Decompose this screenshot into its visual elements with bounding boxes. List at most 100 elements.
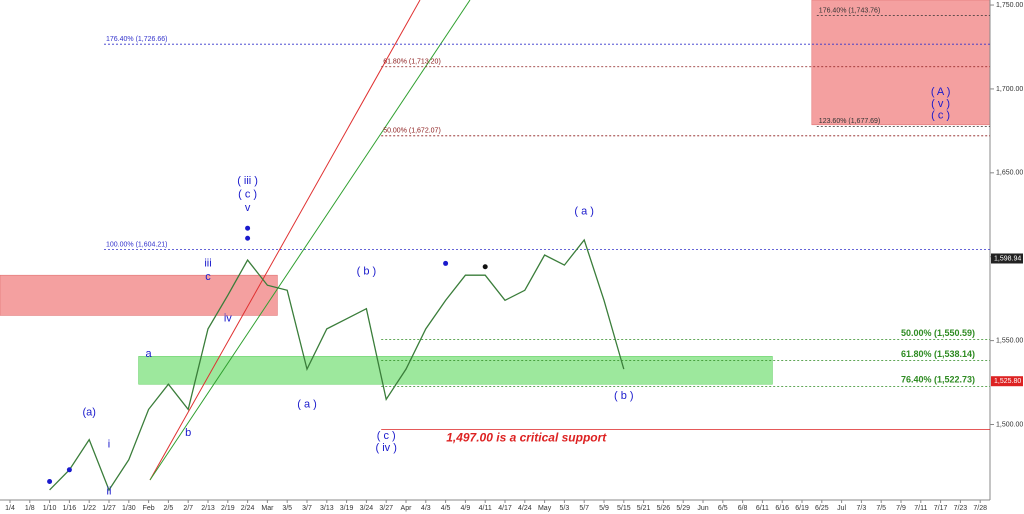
wave-label: (a) [82, 407, 95, 419]
wave-label: ( v ) [931, 98, 950, 110]
x-tick-label: 7/11 [914, 505, 927, 512]
level-label: 176.40% (1,743.76) [819, 7, 881, 14]
x-tick-label: 4/3 [421, 505, 431, 512]
price-tag-label: 1,525.80 [994, 378, 1021, 385]
zone [811, 0, 991, 126]
wave-label: ii [107, 486, 112, 498]
y-tick-label: 1,700.00 [996, 86, 1023, 93]
x-tick-label: 7/23 [954, 505, 968, 512]
x-tick-label: 1/27 [102, 505, 116, 512]
x-tick-label: 7/5 [876, 505, 886, 512]
wave-dot [66, 467, 72, 473]
x-tick-label: 2/19 [221, 505, 235, 512]
x-tick-label: Apr [401, 505, 413, 512]
wave-label: c [205, 271, 211, 283]
zone [0, 274, 278, 316]
x-tick-label: 5/21 [637, 505, 651, 512]
x-tick-label: 5/15 [617, 505, 631, 512]
wave-label: ( b ) [357, 266, 377, 278]
wave-label: ( c ) [238, 189, 257, 201]
x-tick-label: 1/16 [63, 505, 77, 512]
x-tick-label: 1/10 [43, 505, 57, 512]
wave-label: ( b ) [614, 390, 634, 402]
x-tick-label: 7/9 [896, 505, 906, 512]
x-tick-label: 3/19 [340, 505, 354, 512]
x-tick-label: 3/13 [320, 505, 334, 512]
wave-dot [245, 235, 251, 241]
level-label: 61.80% (1,538.14) [901, 349, 975, 359]
wave-label: i [108, 439, 110, 451]
x-tick-label: 1/22 [82, 505, 96, 512]
wave-label: b [185, 427, 191, 439]
wave-label: v [245, 202, 251, 214]
wave-label: ( a ) [574, 205, 594, 217]
x-tick-label: 6/8 [738, 505, 748, 512]
x-tick-label: Jul [837, 505, 846, 512]
wave-label: ( a ) [297, 398, 317, 410]
wave-dot [47, 479, 53, 485]
x-tick-label: 7/17 [934, 505, 948, 512]
x-tick-label: Mar [261, 505, 274, 512]
x-tick-label: 2/24 [241, 505, 255, 512]
x-tick-label: 1/8 [25, 505, 35, 512]
x-tick-label: 2/13 [201, 505, 215, 512]
zones [0, 0, 991, 385]
price-tag [991, 253, 1023, 264]
wave-dot [443, 260, 449, 266]
x-tick-label: 4/17 [498, 505, 512, 512]
trend-line [149, 0, 471, 481]
x-tick-label: 5/7 [579, 505, 589, 512]
x-tick-label: 1/30 [122, 505, 136, 512]
wave-label: a [146, 348, 153, 360]
price-tag [991, 376, 1023, 387]
x-tick-label: 4/11 [479, 505, 492, 512]
x-tick-label: 5/9 [599, 505, 609, 512]
level-label: 76.40% (1,522.73) [901, 375, 975, 385]
x-tick-label: 4/9 [461, 505, 471, 512]
level-label: 1,497.00 is a critical support [446, 431, 607, 445]
wave-label: ( c ) [377, 430, 396, 442]
y-tick-label: 1,650.00 [996, 170, 1023, 177]
x-tick-label: 3/27 [379, 505, 393, 512]
wave-label: ( iv ) [376, 442, 397, 454]
level-label: 100.00% (1,604.21) [106, 241, 168, 248]
y-tick-label: 1,500.00 [996, 421, 1023, 428]
x-tick-label: 6/19 [795, 505, 809, 512]
x-tick-label: Jun [697, 505, 708, 512]
x-tick-label: 3/7 [302, 505, 312, 512]
x-tick-label: 4/24 [518, 505, 532, 512]
wave-dot [245, 225, 251, 231]
x-tick-label: 5/3 [560, 505, 570, 512]
x-tick-label: 6/5 [718, 505, 728, 512]
wave-dot [482, 264, 488, 270]
x-tick-label: 5/26 [657, 505, 671, 512]
wave-label: iii [204, 257, 211, 269]
level-label: 50.00% (1,672.07) [383, 128, 441, 135]
trend-line [149, 0, 421, 481]
x-tick-label: 4/5 [441, 505, 451, 512]
wave-label: ( c ) [931, 110, 950, 122]
price-tag-label: 1,598.94 [994, 255, 1021, 262]
x-tick-label: 5/29 [676, 505, 690, 512]
x-tick-label: 3/5 [282, 505, 292, 512]
x-tick-label: 6/11 [756, 505, 769, 512]
x-tick-label: May [538, 505, 552, 512]
x-tick-label: 3/24 [360, 505, 374, 512]
zone [138, 356, 773, 385]
x-tick-label: 2/7 [183, 505, 193, 512]
y-tick-label: 1,750.00 [996, 2, 1023, 9]
x-tick-label: 2/5 [164, 505, 174, 512]
wave-label: iv [224, 313, 232, 325]
wave-label: ( iii ) [237, 175, 258, 187]
x-tick-label: 6/16 [775, 505, 789, 512]
level-label: 50.00% (1,550.59) [901, 328, 975, 338]
x-tick-label: Feb [143, 505, 155, 512]
x-tick-label: 1/4 [5, 505, 15, 512]
x-tick-label: 7/28 [973, 505, 987, 512]
y-tick-label: 1,550.00 [996, 337, 1023, 344]
level-label: 176.40% (1,726.66) [106, 36, 168, 43]
x-tick-label: 7/3 [857, 505, 867, 512]
level-label: 123.60% (1,677.69) [819, 118, 881, 125]
